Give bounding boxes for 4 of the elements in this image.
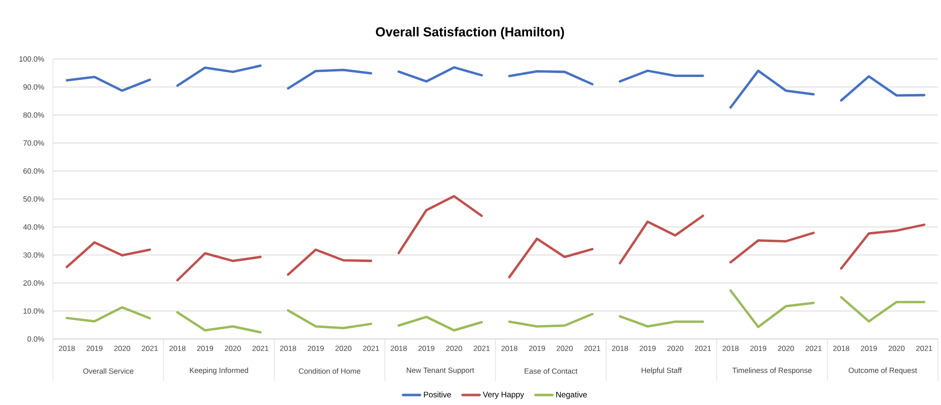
legend-label: Positive: [424, 392, 451, 398]
chart-title: Overall Satisfaction (Hamilton): [376, 26, 564, 40]
legend-label: Negative: [556, 392, 587, 399]
legend-label: Very Happy: [482, 392, 524, 399]
